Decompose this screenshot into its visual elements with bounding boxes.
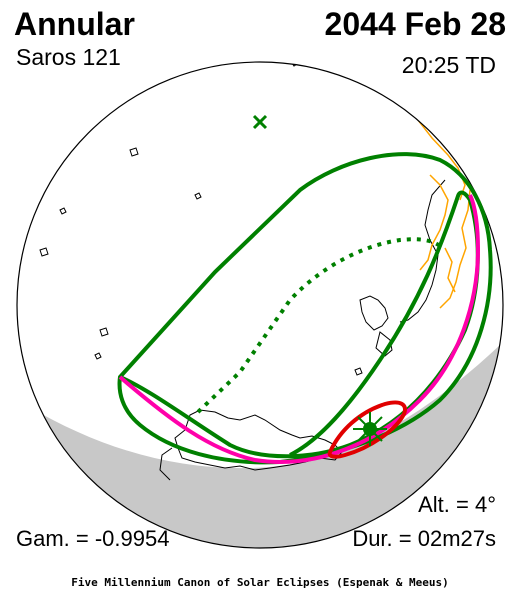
central-track-dotted xyxy=(196,237,442,414)
footer-credit: Five Millennium Canon of Solar Eclipses … xyxy=(71,576,449,589)
eclipse-time: 20:25 TD xyxy=(401,52,496,78)
duration-value: Dur. = 02m27s xyxy=(352,526,496,551)
altitude-value: Alt. = 4° xyxy=(418,492,496,517)
greatest-eclipse-zone xyxy=(327,400,407,459)
penumbra-outer-loop xyxy=(117,152,493,465)
sun-star-icon xyxy=(353,412,387,446)
eclipse-type-title: Annular xyxy=(14,6,135,42)
globe-disk xyxy=(17,62,503,548)
gamma-value: Gam. = -0.9954 xyxy=(16,526,170,551)
globe-outline xyxy=(16,61,504,549)
x-mark-icon xyxy=(252,114,268,130)
saros-label: Saros 121 xyxy=(16,44,121,70)
eclipse-date: 2044 Feb 28 xyxy=(324,6,506,42)
